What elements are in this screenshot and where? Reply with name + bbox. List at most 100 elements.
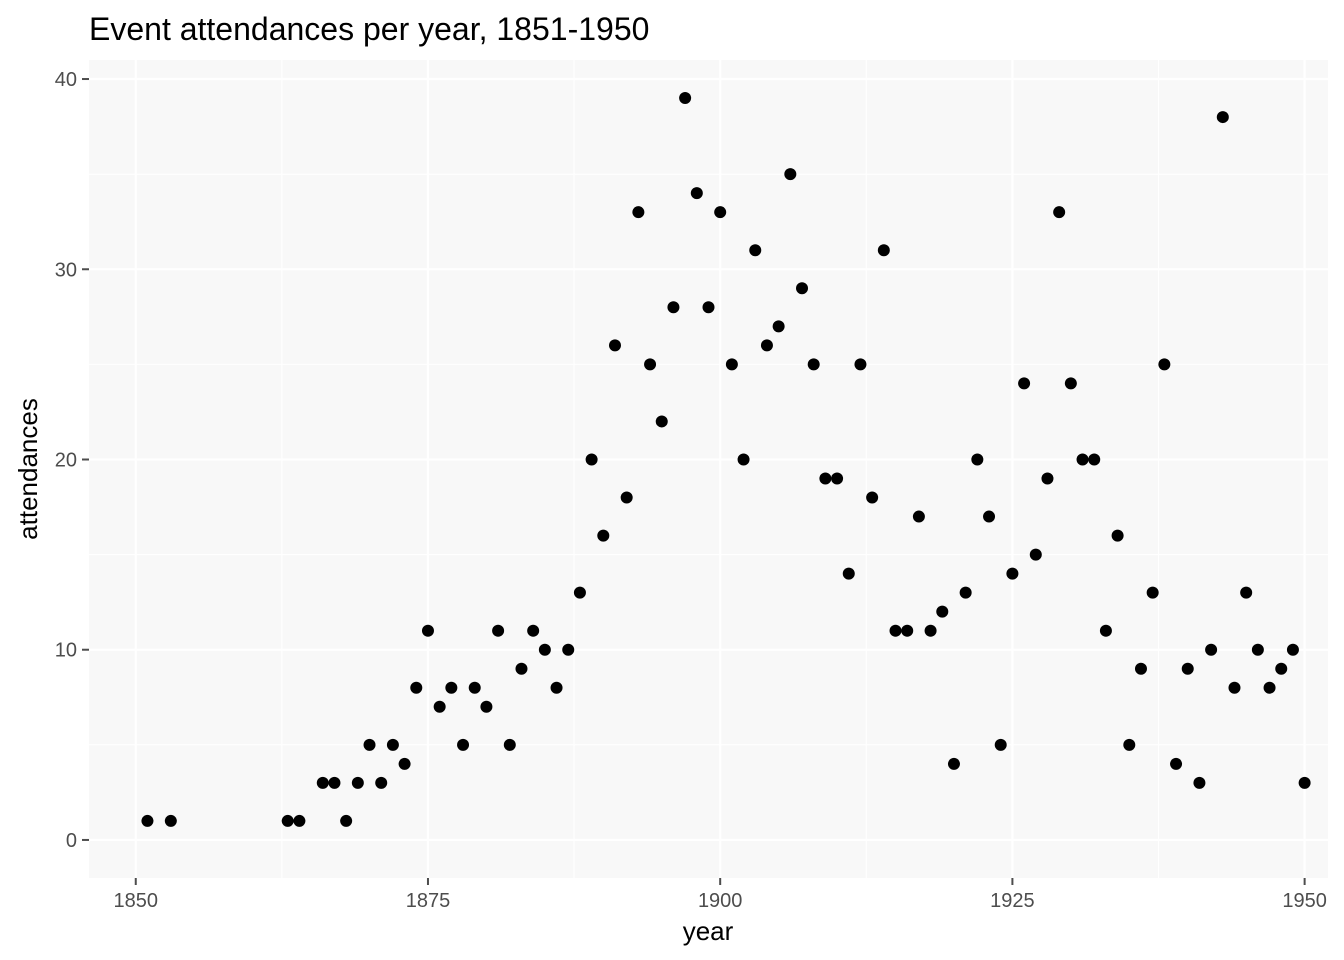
- y-axis-title: attendances: [13, 398, 43, 540]
- data-point: [749, 244, 762, 257]
- data-point: [1170, 757, 1183, 770]
- data-point: [983, 510, 996, 523]
- data-point: [679, 92, 692, 105]
- data-point: [164, 814, 177, 827]
- data-point: [340, 814, 353, 827]
- data-point: [421, 624, 434, 637]
- data-point: [1134, 662, 1147, 675]
- data-points: [141, 92, 1311, 827]
- x-axis-title: year: [683, 916, 734, 946]
- data-point: [632, 206, 645, 219]
- data-point: [1064, 377, 1077, 390]
- data-point: [503, 738, 516, 751]
- data-point: [1088, 453, 1101, 466]
- data-point: [562, 643, 575, 656]
- data-point: [515, 662, 528, 675]
- data-point: [351, 776, 364, 789]
- data-point: [772, 320, 785, 333]
- x-tick-label: 1900: [698, 890, 743, 912]
- data-point: [1158, 358, 1171, 371]
- data-point: [363, 738, 376, 751]
- data-point: [936, 605, 949, 618]
- data-point: [760, 339, 773, 352]
- data-point: [725, 358, 738, 371]
- data-point: [854, 358, 867, 371]
- data-point: [912, 510, 925, 523]
- data-point: [889, 624, 902, 637]
- data-point: [796, 282, 809, 295]
- plot-panel: [89, 60, 1328, 878]
- data-point: [702, 301, 715, 314]
- data-point: [842, 567, 855, 580]
- data-point: [1123, 738, 1136, 751]
- data-point: [573, 586, 586, 599]
- data-point: [959, 586, 972, 599]
- data-point: [1240, 586, 1253, 599]
- data-point: [994, 738, 1007, 751]
- x-axis: 1850 1875 1900 1925 1950: [114, 878, 1327, 912]
- data-point: [1181, 662, 1194, 675]
- y-tick-label: 20: [55, 449, 77, 471]
- data-point: [328, 776, 341, 789]
- data-point: [1251, 643, 1264, 656]
- data-point: [1263, 681, 1276, 694]
- data-point: [667, 301, 680, 314]
- data-point: [1146, 586, 1159, 599]
- data-point: [866, 491, 879, 504]
- data-point: [1275, 662, 1288, 675]
- x-tick-label: 1950: [1282, 890, 1327, 912]
- data-point: [1029, 548, 1042, 561]
- data-point: [398, 757, 411, 770]
- x-tick-label: 1925: [990, 890, 1035, 912]
- data-point: [585, 453, 598, 466]
- data-point: [877, 244, 890, 257]
- data-point: [386, 738, 399, 751]
- data-point: [597, 529, 610, 542]
- data-point: [807, 358, 820, 371]
- data-point: [492, 624, 505, 637]
- minor-gridlines: [89, 60, 1328, 878]
- data-point: [468, 681, 481, 694]
- data-point: [1111, 529, 1124, 542]
- data-point: [293, 814, 306, 827]
- data-point: [690, 187, 703, 200]
- chart-title: Event attendances per year, 1851-1950: [89, 11, 649, 47]
- data-point: [141, 814, 154, 827]
- data-point: [1193, 776, 1206, 789]
- data-point: [1018, 377, 1031, 390]
- data-point: [1205, 643, 1218, 656]
- data-point: [1228, 681, 1241, 694]
- data-point: [375, 776, 388, 789]
- data-point: [924, 624, 937, 637]
- data-point: [316, 776, 329, 789]
- data-point: [901, 624, 914, 637]
- data-point: [784, 168, 797, 181]
- data-point: [457, 738, 470, 751]
- data-point: [608, 339, 621, 352]
- data-point: [410, 681, 423, 694]
- data-point: [445, 681, 458, 694]
- major-gridlines: [89, 60, 1328, 878]
- y-tick-label: 10: [55, 640, 77, 662]
- data-point: [620, 491, 633, 504]
- y-axis: 0 10 20 30 40: [55, 69, 89, 852]
- data-point: [655, 415, 668, 428]
- data-point: [1216, 111, 1229, 124]
- data-point: [1286, 643, 1299, 656]
- data-point: [433, 700, 446, 713]
- data-point: [1041, 472, 1054, 485]
- data-point: [281, 814, 294, 827]
- x-tick-label: 1875: [406, 890, 451, 912]
- data-point: [550, 681, 563, 694]
- data-point: [1053, 206, 1066, 219]
- data-point: [644, 358, 657, 371]
- data-point: [527, 624, 540, 637]
- data-point: [1006, 567, 1019, 580]
- data-point: [1099, 624, 1112, 637]
- data-point: [971, 453, 984, 466]
- y-tick-label: 40: [55, 69, 77, 91]
- data-point: [714, 206, 727, 219]
- data-point: [480, 700, 493, 713]
- data-point: [947, 757, 960, 770]
